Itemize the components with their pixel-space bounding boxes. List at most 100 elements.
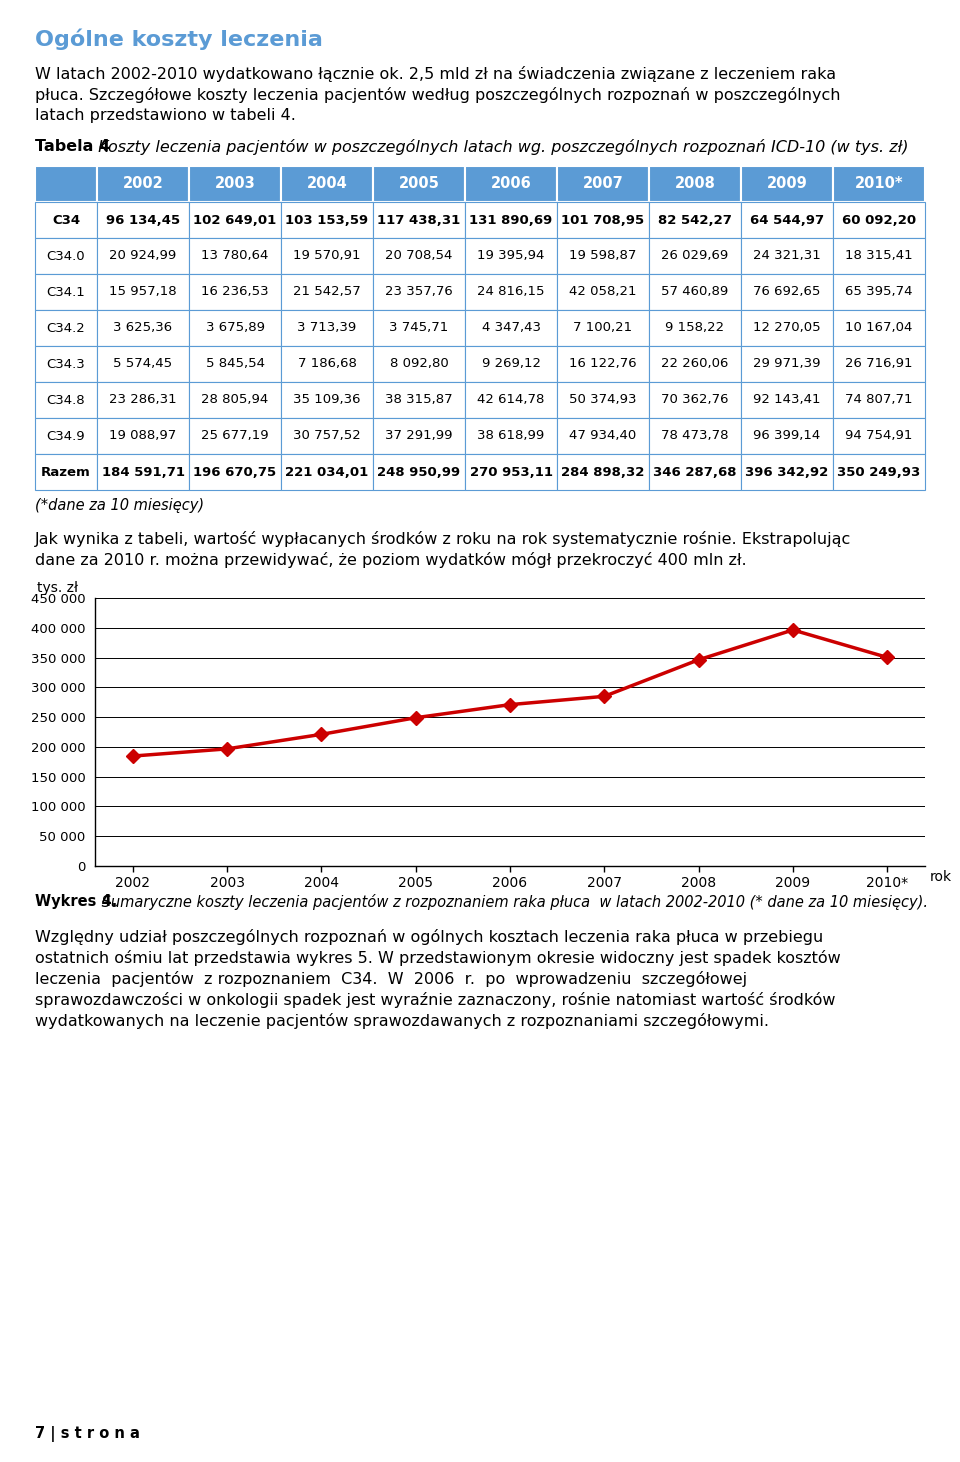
Text: C34: C34 xyxy=(52,213,80,227)
Text: 184 591,71: 184 591,71 xyxy=(102,465,184,478)
Text: 221 034,01: 221 034,01 xyxy=(285,465,369,478)
Text: sprawozdawczości w onkologii spadek jest wyraźnie zaznaczony, rośnie natomiast w: sprawozdawczości w onkologii spadek jest… xyxy=(35,993,835,1007)
Bar xyxy=(373,382,465,418)
Text: Wykres 4.: Wykres 4. xyxy=(35,893,117,909)
Bar xyxy=(35,382,97,418)
Text: 82 542,27: 82 542,27 xyxy=(658,213,732,227)
Text: 94 754,91: 94 754,91 xyxy=(846,430,913,443)
Bar xyxy=(465,382,557,418)
Bar xyxy=(833,346,925,382)
Text: C34.3: C34.3 xyxy=(47,358,85,370)
Text: 196 670,75: 196 670,75 xyxy=(193,465,276,478)
Text: 2003: 2003 xyxy=(215,177,255,192)
Bar xyxy=(189,167,281,202)
Text: 20 924,99: 20 924,99 xyxy=(109,250,177,263)
Bar xyxy=(649,310,741,346)
Bar xyxy=(557,202,649,238)
Text: 16 236,53: 16 236,53 xyxy=(202,285,269,298)
Text: 103 153,59: 103 153,59 xyxy=(285,213,369,227)
Text: Koszty leczenia pacjentów w poszczególnych latach wg. poszczególnych rozpoznań I: Koszty leczenia pacjentów w poszczególny… xyxy=(93,139,908,155)
Text: wydatkowanych na leczenie pacjentów sprawozdawanych z rozpoznaniami szczegółowym: wydatkowanych na leczenie pacjentów spra… xyxy=(35,1013,769,1029)
Bar xyxy=(833,167,925,202)
Bar xyxy=(557,346,649,382)
Text: 76 692,65: 76 692,65 xyxy=(754,285,821,298)
Text: Razem: Razem xyxy=(41,465,91,478)
Bar xyxy=(741,346,833,382)
Bar xyxy=(281,273,373,310)
Text: 70 362,76: 70 362,76 xyxy=(661,393,729,406)
Text: 2002: 2002 xyxy=(123,177,163,192)
Text: 4 347,43: 4 347,43 xyxy=(482,322,540,335)
Text: 2010*: 2010* xyxy=(854,177,903,192)
Bar xyxy=(97,418,189,455)
Bar xyxy=(97,238,189,273)
Text: 10 167,04: 10 167,04 xyxy=(846,322,913,335)
Bar xyxy=(649,167,741,202)
Bar xyxy=(557,310,649,346)
Bar xyxy=(281,418,373,455)
Bar xyxy=(833,418,925,455)
Text: 117 438,31: 117 438,31 xyxy=(377,213,461,227)
Text: 5 845,54: 5 845,54 xyxy=(205,358,265,370)
Bar xyxy=(741,418,833,455)
Text: 2008: 2008 xyxy=(675,177,715,192)
Text: rok: rok xyxy=(930,870,952,885)
Text: 2009: 2009 xyxy=(767,177,807,192)
Text: 20 708,54: 20 708,54 xyxy=(385,250,453,263)
Text: 346 287,68: 346 287,68 xyxy=(653,465,736,478)
Text: 3 625,36: 3 625,36 xyxy=(113,322,173,335)
Text: 78 473,78: 78 473,78 xyxy=(661,430,729,443)
Bar xyxy=(465,346,557,382)
Text: 38 315,87: 38 315,87 xyxy=(385,393,453,406)
Text: C34.0: C34.0 xyxy=(47,250,85,263)
Bar xyxy=(465,418,557,455)
Text: Sumaryczne koszty leczenia pacjentów z rozpoznaniem raka płuca  w latach 2002-20: Sumaryczne koszty leczenia pacjentów z r… xyxy=(97,893,928,909)
Text: leczenia  pacjentów  z rozpoznaniem  C34.  W  2006  r.  po  wprowadzeniu  szczeg: leczenia pacjentów z rozpoznaniem C34. W… xyxy=(35,971,747,987)
Text: 2007: 2007 xyxy=(583,177,623,192)
Bar xyxy=(281,455,373,490)
Text: 92 143,41: 92 143,41 xyxy=(754,393,821,406)
Text: 12 270,05: 12 270,05 xyxy=(754,322,821,335)
Text: 3 745,71: 3 745,71 xyxy=(390,322,448,335)
Bar xyxy=(97,455,189,490)
Bar xyxy=(189,346,281,382)
Bar xyxy=(557,455,649,490)
Bar xyxy=(557,238,649,273)
Text: 24 816,15: 24 816,15 xyxy=(477,285,544,298)
Bar xyxy=(35,455,97,490)
Text: 65 395,74: 65 395,74 xyxy=(845,285,913,298)
Text: latach przedstawiono w tabeli 4.: latach przedstawiono w tabeli 4. xyxy=(35,108,296,123)
Bar xyxy=(373,455,465,490)
Bar xyxy=(557,273,649,310)
Text: Względny udział poszczególnych rozpoznań w ogólnych kosztach leczenia raka płuca: Względny udział poszczególnych rozpoznań… xyxy=(35,928,824,944)
Text: 19 088,97: 19 088,97 xyxy=(109,430,177,443)
Bar xyxy=(465,310,557,346)
Text: 47 934,40: 47 934,40 xyxy=(569,430,636,443)
Bar xyxy=(189,202,281,238)
Bar xyxy=(833,455,925,490)
Bar xyxy=(189,273,281,310)
Text: 102 649,01: 102 649,01 xyxy=(193,213,276,227)
Bar xyxy=(649,346,741,382)
Bar xyxy=(281,202,373,238)
Text: C34.9: C34.9 xyxy=(47,430,85,443)
Text: Ogólne koszty leczenia: Ogólne koszty leczenia xyxy=(35,28,323,50)
Text: Jak wynika z tabeli, wartość wypłacanych środków z roku na rok systematycznie ro: Jak wynika z tabeli, wartość wypłacanych… xyxy=(35,531,852,547)
Bar xyxy=(35,310,97,346)
Text: 74 807,71: 74 807,71 xyxy=(845,393,913,406)
Text: (*dane za 10 miesięcy): (*dane za 10 miesięcy) xyxy=(35,499,204,513)
Text: 50 374,93: 50 374,93 xyxy=(569,393,636,406)
Bar xyxy=(373,202,465,238)
Text: 19 395,94: 19 395,94 xyxy=(477,250,544,263)
Bar xyxy=(35,238,97,273)
Text: 13 780,64: 13 780,64 xyxy=(202,250,269,263)
Bar xyxy=(97,346,189,382)
Bar xyxy=(189,418,281,455)
Bar xyxy=(465,202,557,238)
Bar xyxy=(649,382,741,418)
Bar xyxy=(557,167,649,202)
Text: 9 158,22: 9 158,22 xyxy=(665,322,725,335)
Text: 101 708,95: 101 708,95 xyxy=(562,213,644,227)
Bar xyxy=(373,346,465,382)
Text: 7 100,21: 7 100,21 xyxy=(573,322,633,335)
